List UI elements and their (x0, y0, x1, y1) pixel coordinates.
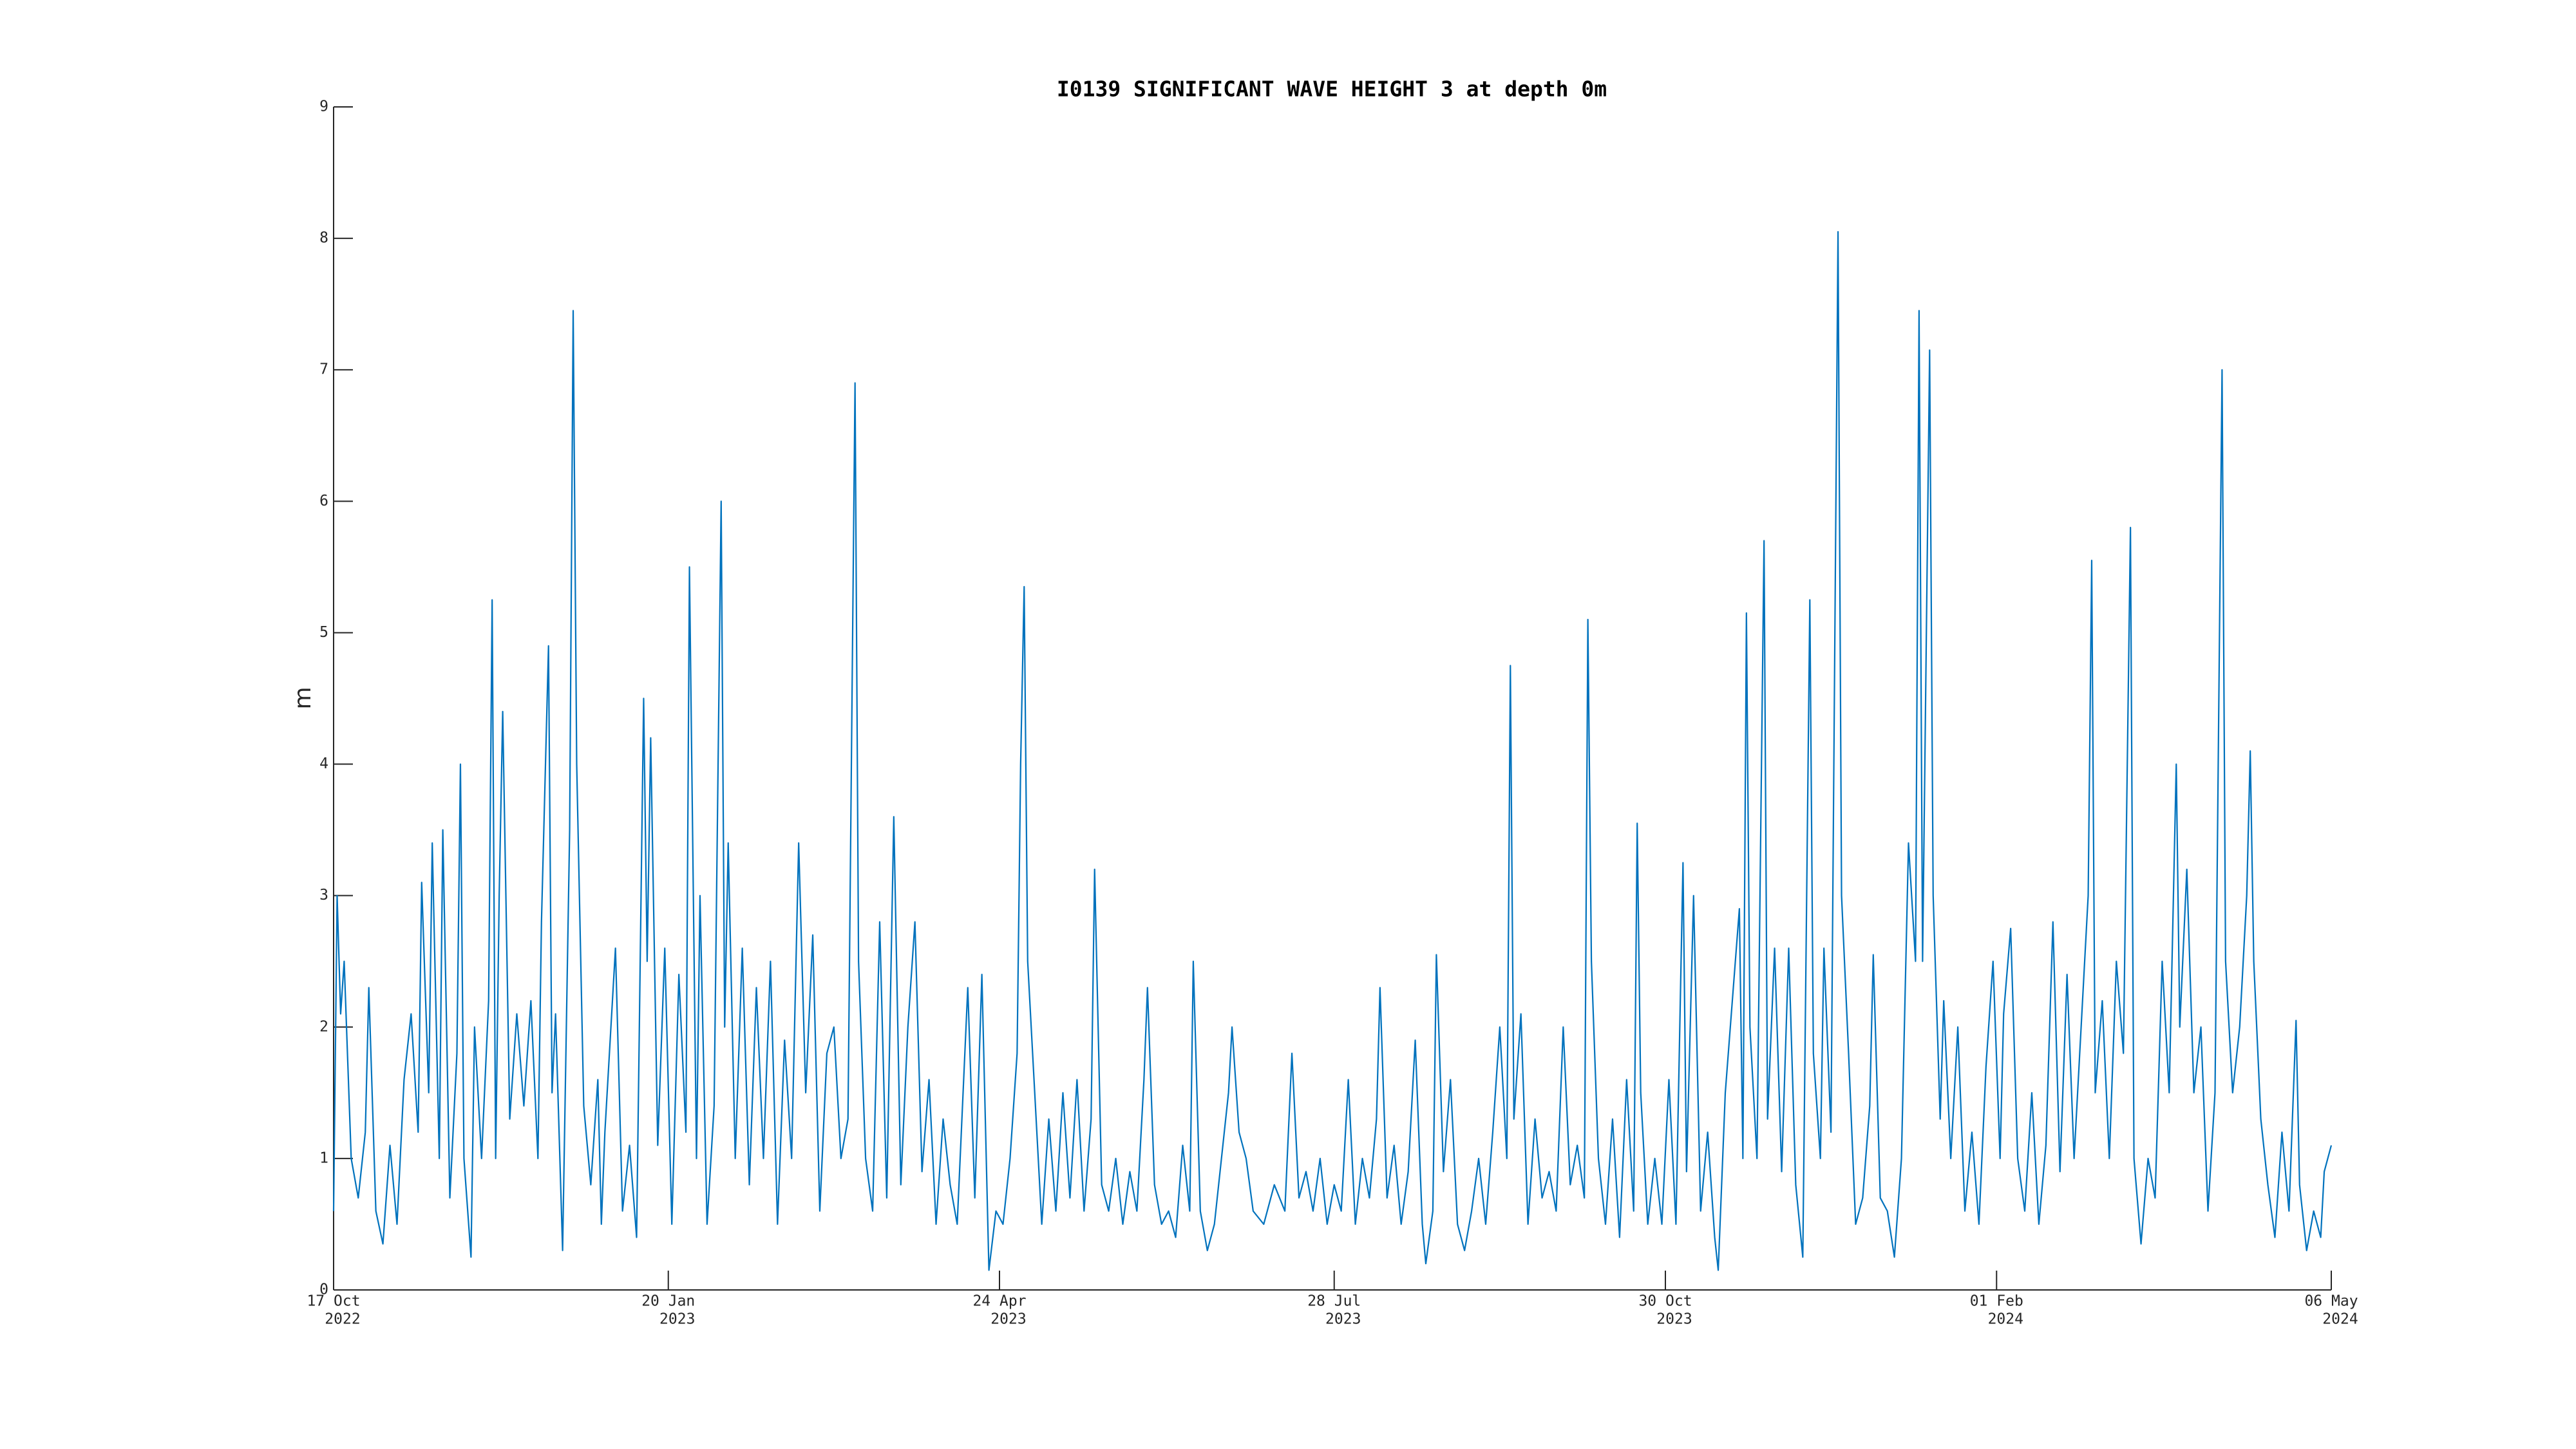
y-tick-label: 8 (319, 230, 328, 247)
x-tick-label: 17 Oct (307, 1293, 360, 1310)
x-tick-label: 06 May (2304, 1293, 2358, 1310)
x-tick-label: 24 Apr (972, 1293, 1026, 1310)
y-tick-label: 5 (319, 624, 328, 641)
y-tick-label: 6 (319, 493, 328, 509)
y-axis-label: m (290, 687, 316, 709)
y-tick-label: 3 (319, 887, 328, 904)
x-tick-label: 2023 (1656, 1311, 1692, 1328)
x-tick-label: 2023 (659, 1311, 695, 1328)
data-line (332, 231, 2333, 1271)
y-tick-label: 2 (319, 1018, 328, 1035)
y-tick-label: 1 (319, 1150, 328, 1166)
x-tick-label: 2024 (2322, 1311, 2358, 1328)
y-tick-label: 9 (319, 99, 328, 115)
y-tick-label: 4 (319, 755, 328, 772)
x-tick-label: 28 Jul (1307, 1293, 1361, 1310)
chart-title: I0139 SIGNIFICANT WAVE HEIGHT 3 at depth… (1057, 77, 1607, 102)
x-tick-label: 2023 (1325, 1311, 1361, 1328)
x-tick-label: 2023 (990, 1311, 1026, 1328)
y-tick-label: 0 (319, 1282, 328, 1298)
x-tick-label: 2024 (1988, 1311, 2023, 1328)
x-tick-label: 30 Oct (1638, 1293, 1692, 1310)
x-tick-label: 20 Jan (641, 1293, 695, 1310)
y-tick-label: 7 (319, 361, 328, 378)
x-tick-label: 01 Feb (1970, 1293, 2023, 1310)
x-tick-label: 2022 (325, 1311, 360, 1328)
